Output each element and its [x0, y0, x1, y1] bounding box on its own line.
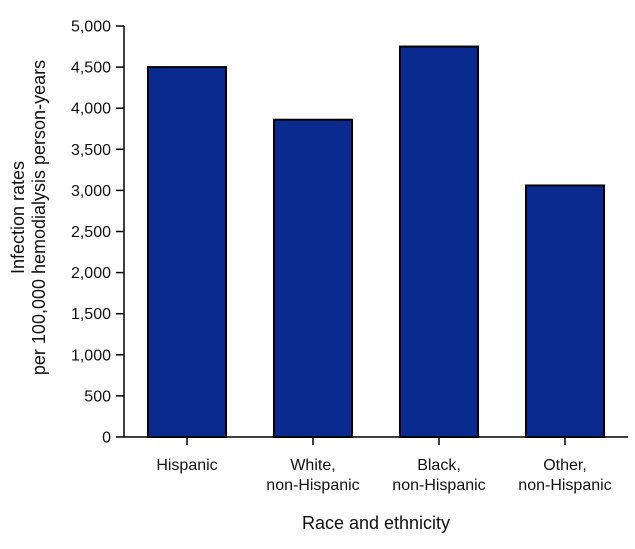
y-tick-label: 3,500 — [71, 142, 111, 159]
x-tick-label-line: Hispanic — [156, 457, 217, 474]
y-axis-title-line: Infection rates — [8, 161, 28, 274]
bar — [525, 184, 605, 438]
y-tick-label: 5,000 — [71, 19, 111, 36]
y-tick-label: 1,000 — [71, 347, 111, 364]
bars — [147, 45, 605, 439]
y-axis: 0 500 1,000 1,500 2,000 2,500 3,000 3,500 4,000 4… — [71, 19, 125, 447]
y-axis-title-text: Infection ratesper 100,000 hemodialysis … — [8, 60, 49, 375]
x-tick-label-line: non-Hispanic — [518, 477, 611, 494]
y-tick-label: 1,500 — [71, 306, 111, 323]
x-tick-label: Other, non-Hispanic — [518, 457, 611, 494]
bar — [147, 66, 227, 438]
x-tick-label-line: non-Hispanic — [392, 477, 485, 494]
y-axis-title-line: per 100,000 hemodialysis person-years — [29, 60, 49, 375]
y-tick-label: 3,000 — [71, 183, 111, 200]
x-tick-label: Black, non-Hispanic — [392, 457, 485, 494]
x-tick-label-line: non-Hispanic — [266, 477, 359, 494]
y-tick-label: 500 — [84, 388, 111, 405]
bar — [399, 45, 479, 439]
y-tick-label: 2,500 — [71, 224, 111, 241]
y-axis-title: Infection ratesper 100,000 hemodialysis … — [8, 60, 49, 375]
x-tick-label-line: White, — [290, 457, 335, 474]
y-tick-label: 4,500 — [71, 60, 111, 77]
bar — [273, 118, 353, 438]
y-tick-label: 0 — [102, 430, 111, 447]
x-tick-label: White, non-Hispanic — [266, 457, 359, 494]
x-axis-title: Race and ethnicity — [302, 513, 450, 533]
x-axis: Hispanic White, non-Hispanic Black, non-Hisp… — [124, 436, 628, 494]
x-tick-label: Hispanic — [156, 457, 217, 474]
y-tick-label: 4,000 — [71, 101, 111, 118]
y-tick-label: 2,000 — [71, 265, 111, 282]
x-tick-label-line: Black, — [417, 457, 461, 474]
x-tick-label-line: Other, — [543, 457, 587, 474]
